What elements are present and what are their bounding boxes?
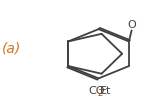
Text: CO: CO: [89, 86, 105, 96]
Text: (a): (a): [1, 41, 21, 55]
Text: 2: 2: [97, 89, 102, 98]
Text: O: O: [127, 20, 136, 30]
Text: Et: Et: [100, 86, 111, 96]
